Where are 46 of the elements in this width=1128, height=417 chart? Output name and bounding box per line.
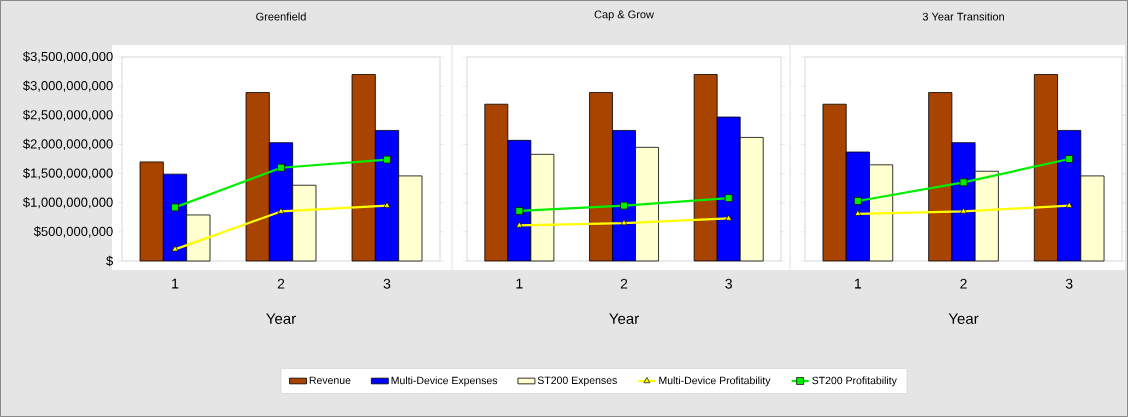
chart-title: 3 Year Transition xyxy=(922,12,1004,21)
point xyxy=(959,178,968,187)
x-tick-label: 1 xyxy=(516,278,523,289)
x-tick-label: 2 xyxy=(620,278,628,289)
point xyxy=(724,194,733,202)
chart-title: Greenfield xyxy=(256,12,306,21)
point xyxy=(620,201,628,210)
x-tick-label: 3 xyxy=(383,278,391,289)
x-tick-label: 2 xyxy=(277,278,285,289)
point xyxy=(1065,201,1073,208)
x-axis-title: Year xyxy=(609,313,639,324)
point xyxy=(171,203,179,212)
point xyxy=(383,201,391,208)
y-tick-label: $2,500,000,000 xyxy=(23,109,113,121)
point xyxy=(620,219,628,226)
point xyxy=(277,163,285,172)
point xyxy=(1065,155,1074,163)
y-tick-label: $3,500,000,000 xyxy=(23,51,113,63)
legend-label: Revenue xyxy=(309,376,351,384)
x-tick-label: 3 xyxy=(725,278,732,289)
point xyxy=(277,207,285,214)
point xyxy=(515,221,523,228)
legend-label: ST200 Expenses xyxy=(537,376,617,387)
x-axis-title: Year xyxy=(266,313,296,324)
y-tick-label: $500,000,000 xyxy=(33,226,113,238)
x-tick-label: 1 xyxy=(172,278,179,289)
y-tick-label: $1,000,000,000 xyxy=(23,197,113,209)
point xyxy=(515,207,524,215)
x-tick-label: 2 xyxy=(960,278,967,289)
legend-label: Multi-Device Expenses xyxy=(391,376,498,387)
y-tick-label: $ xyxy=(106,255,114,267)
point xyxy=(725,214,733,221)
x-tick-label: 1 xyxy=(855,278,862,289)
x-axis-title: Year xyxy=(948,313,979,324)
y-tick-label: $1,500,000,000 xyxy=(23,167,113,180)
point xyxy=(854,197,862,205)
point xyxy=(960,207,967,214)
x-tick-label: 3 xyxy=(1065,278,1073,289)
y-tick-label: $2,000,000,000 xyxy=(23,138,113,151)
point xyxy=(854,209,862,216)
y-tick-label: $3,000,000,000 xyxy=(23,80,113,92)
chart-title: Cap & Grow xyxy=(594,10,654,21)
point xyxy=(383,155,391,164)
point xyxy=(171,245,179,252)
legend-label: Multi-Device Profitability xyxy=(659,376,771,387)
legend-label: ST200 Profitability xyxy=(812,376,897,387)
